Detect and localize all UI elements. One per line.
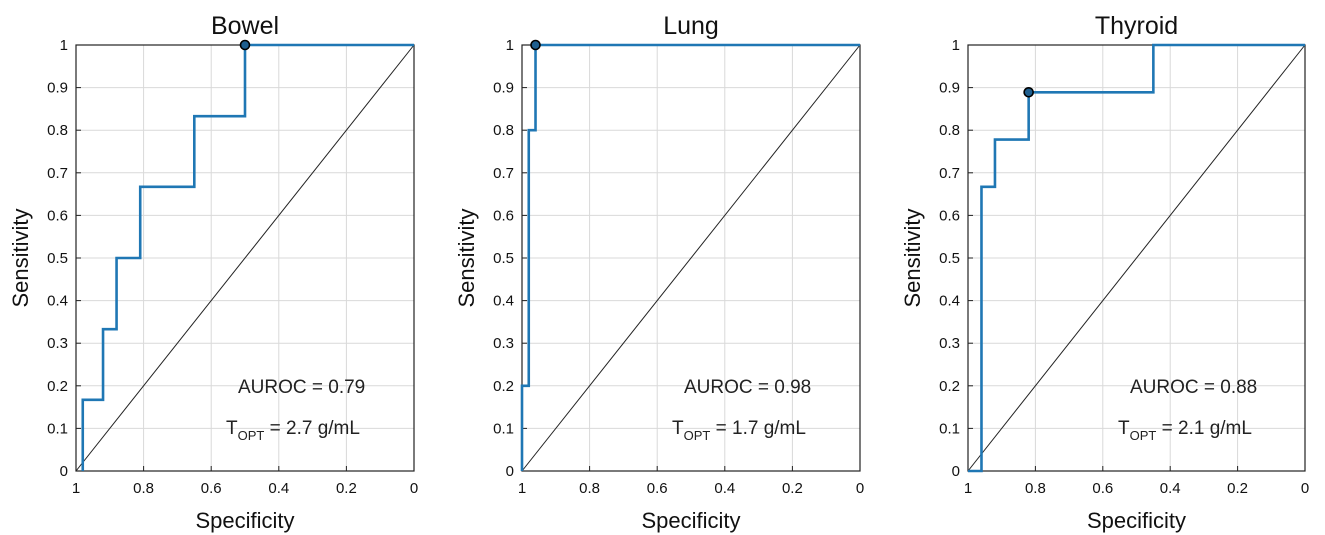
x-tick-label: 1 [518, 480, 526, 497]
roc-panel-bowel: 1 0.8 0.6 0.4 0.2 0 0 0.1 0.2 0.3 0.4 0.5 0.6 0.7 0.8 0… [8, 12, 418, 533]
topt-annotation: TOPT = 2.1 g/mL [1118, 418, 1252, 443]
x-tick-label: 0.2 [1227, 480, 1248, 497]
y-tick-label: 1 [60, 37, 68, 54]
x-tick-label: 0.8 [1025, 480, 1046, 497]
y-tick-label: 0.7 [939, 165, 960, 182]
diagonal-reference-line [75, 44, 415, 472]
topt-annotation: TOPT = 1.7 g/mL [672, 418, 806, 443]
x-tick-label: 0.6 [647, 480, 668, 497]
y-tick-label: 0 [506, 463, 514, 480]
roc-curve [81, 43, 414, 471]
y-tick-label: 0.5 [493, 250, 514, 267]
x-tick-label: 0.4 [268, 480, 289, 497]
x-tick-label: 1 [72, 480, 80, 497]
topt-value: = 1.7 g/mL [710, 418, 806, 439]
y-tick-label: 0.7 [493, 165, 514, 182]
diagonal-reference-line [967, 44, 1306, 472]
optimal-point-marker [530, 39, 541, 51]
chart-title: Lung [663, 12, 719, 40]
topt-value: = 2.1 g/mL [1156, 418, 1252, 439]
x-axis-label: Specificity [641, 508, 740, 533]
y-tick-label: 0.4 [493, 293, 514, 310]
topt-symbol: T [1118, 418, 1130, 439]
auroc-annotation: AUROC = 0.88 [1130, 377, 1257, 398]
topt-annotation: TOPT = 2.7 g/mL [226, 418, 360, 443]
y-tick-label: 0.1 [47, 420, 68, 437]
y-tick-label: 0 [952, 463, 960, 480]
x-axis-label: Specificity [1087, 508, 1186, 533]
x-tick-label: 0.4 [1160, 480, 1181, 497]
roc-curve [968, 43, 1305, 473]
y-tick-label: 0.6 [47, 207, 68, 224]
y-tick-label: 0.1 [493, 420, 514, 437]
chart-title: Thyroid [1095, 12, 1178, 40]
optimal-point-marker [239, 39, 251, 51]
y-tick-label: 0.6 [493, 207, 514, 224]
x-tick-label: 0 [1301, 480, 1309, 497]
roc-panel-thyroid: 1 0.8 0.6 0.4 0.2 0 0 0.1 0.2 0.3 0.4 0.5 0.6 0.7 0.8 0… [900, 12, 1309, 533]
auroc-annotation: AUROC = 0.79 [238, 377, 365, 398]
x-tick-label: 0.4 [714, 480, 735, 497]
optimal-point-marker [1023, 86, 1034, 98]
y-tick-label: 0.9 [939, 80, 960, 97]
y-tick-label: 0.7 [47, 165, 68, 182]
y-tick-label: 0.8 [47, 122, 68, 139]
chart-title: Bowel [211, 12, 279, 40]
y-axis-label: Sensitivity [8, 208, 33, 307]
y-tick-label: 0.2 [47, 378, 68, 395]
x-tick-label: 0.2 [782, 480, 803, 497]
topt-subscript: OPT [238, 428, 265, 443]
x-axis-label: Specificity [195, 508, 294, 533]
y-tick-label: 0.2 [939, 378, 960, 395]
y-tick-label: 0.4 [939, 293, 960, 310]
y-tick-label: 0 [60, 463, 68, 480]
topt-subscript: OPT [684, 428, 711, 443]
y-tick-label: 0.5 [47, 250, 68, 267]
topt-symbol: T [672, 418, 684, 439]
auroc-annotation: AUROC = 0.98 [684, 377, 811, 398]
y-tick-label: 0.8 [493, 122, 514, 139]
x-tick-label: 0.6 [1092, 480, 1113, 497]
y-tick-label: 1 [952, 37, 960, 54]
y-tick-label: 0.5 [939, 250, 960, 267]
y-tick-label: 0.8 [939, 122, 960, 139]
y-tick-label: 0.4 [47, 293, 68, 310]
y-tick-label: 0.3 [939, 335, 960, 352]
y-tick-label: 0.1 [939, 420, 960, 437]
y-tick-label: 0.9 [47, 80, 68, 97]
y-tick-label: 1 [506, 37, 514, 54]
x-tick-label: 0 [410, 480, 418, 497]
y-tick-label: 0.2 [493, 378, 514, 395]
y-tick-label: 0.3 [493, 335, 514, 352]
x-tick-label: 0.6 [201, 480, 222, 497]
x-tick-label: 0.8 [579, 480, 600, 497]
topt-subscript: OPT [1130, 428, 1157, 443]
x-tick-label: 0.2 [336, 480, 357, 497]
y-tick-label: 0.3 [47, 335, 68, 352]
topt-value: = 2.7 g/mL [264, 418, 360, 439]
x-tick-label: 0.8 [133, 480, 154, 497]
roc-panel-lung: 1 0.8 0.6 0.4 0.2 0 0 0.1 0.2 0.3 0.4 0.5 0.6 0.7 0.8 0… [454, 12, 864, 533]
diagonal-reference-line [521, 44, 861, 472]
x-tick-label: 1 [964, 480, 972, 497]
y-axis-label: Sensitivity [454, 208, 479, 307]
x-tick-label: 0 [856, 480, 864, 497]
y-axis-label: Sensitivity [900, 208, 925, 307]
y-tick-label: 0.6 [939, 207, 960, 224]
y-tick-label: 0.9 [493, 80, 514, 97]
topt-symbol: T [226, 418, 238, 439]
